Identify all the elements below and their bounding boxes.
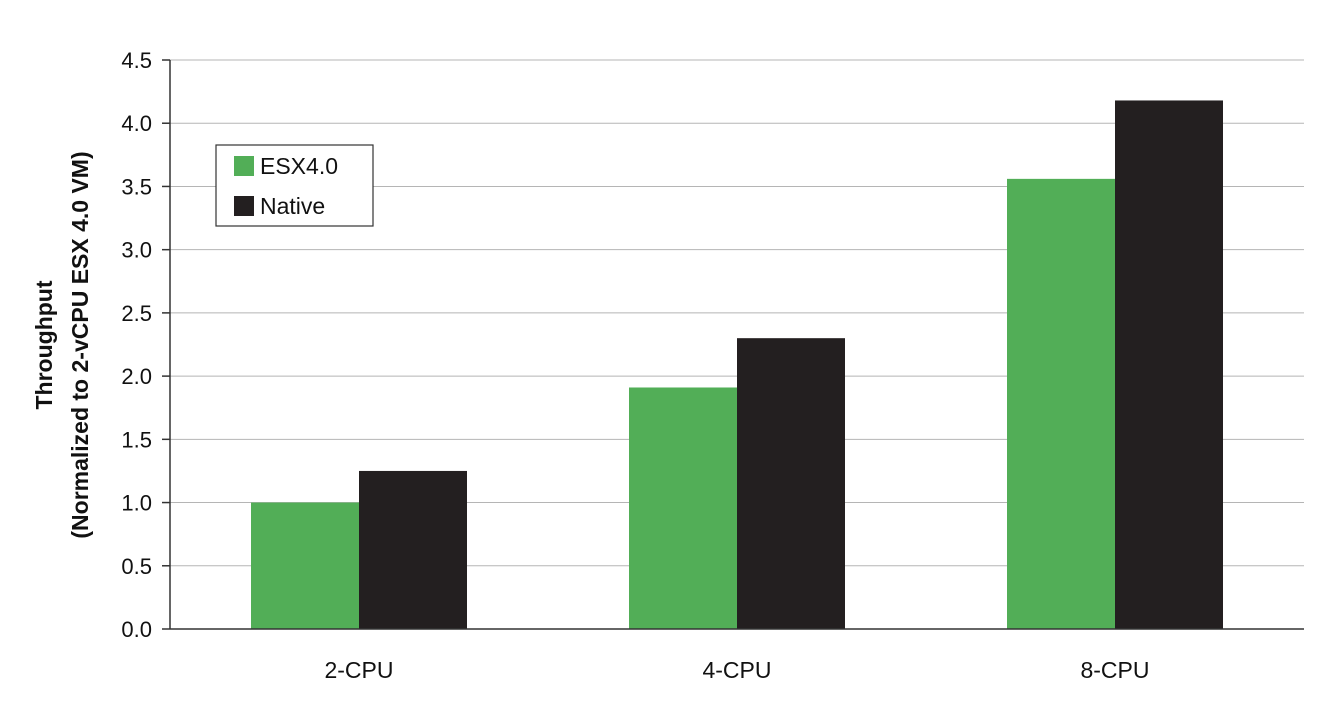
- legend-label-esx: ESX4.0: [260, 153, 338, 179]
- x-axis-categories: 2-CPU 4-CPU 8-CPU: [324, 657, 1149, 683]
- legend-swatch-esx: [234, 156, 254, 176]
- bar-native-4-cpu: [737, 338, 845, 629]
- bar-esx4-0-2-cpu: [251, 502, 359, 629]
- y-tick-label-6: 3.0: [121, 238, 152, 263]
- bar-esx4-0-4-cpu: [629, 387, 737, 629]
- y-tick-label-2: 1.0: [121, 491, 152, 516]
- y-tick-label-0: 0.0: [121, 617, 152, 642]
- legend-label-native: Native: [260, 193, 325, 219]
- y-axis-label-line-2: (Normalized to 2-vCPU ESX 4.0 VM): [67, 151, 93, 538]
- legend-swatch-native: [234, 196, 254, 216]
- bar-native-2-cpu: [359, 470, 467, 629]
- y-tick-label-1: 0.5: [121, 554, 152, 579]
- y-tick-label-9: 4.5: [121, 48, 152, 73]
- y-axis-label: Throughput (Normalized to 2-vCPU ESX 4.0…: [31, 151, 93, 538]
- bars: [251, 100, 1223, 629]
- y-axis-label-line-1: Throughput: [31, 280, 57, 409]
- y-axis-ticks: 0.0 0.5 1.0 1.5 2.0 2.5 3.0 3.5 4.0 4.5: [121, 48, 170, 642]
- x-category-label-0: 2-CPU: [324, 657, 393, 683]
- legend: ESX4.0 Native: [215, 144, 374, 227]
- y-tick-label-8: 4.0: [121, 111, 152, 136]
- x-category-label-1: 4-CPU: [702, 657, 771, 683]
- y-tick-label-7: 3.5: [121, 174, 152, 199]
- y-tick-label-5: 2.5: [121, 301, 152, 326]
- y-tick-label-4: 2.0: [121, 364, 152, 389]
- y-tick-label-3: 1.5: [121, 427, 152, 452]
- x-category-label-2: 8-CPU: [1080, 657, 1149, 683]
- bar-native-8-cpu: [1115, 100, 1223, 629]
- bar-esx4-0-8-cpu: [1007, 178, 1115, 629]
